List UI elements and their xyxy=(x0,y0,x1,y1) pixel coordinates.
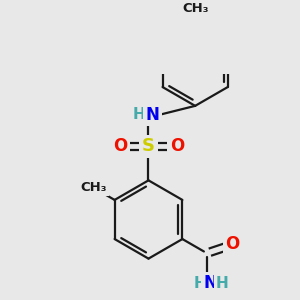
Text: O: O xyxy=(170,137,184,155)
Text: O: O xyxy=(113,137,127,155)
Text: CH₃: CH₃ xyxy=(80,182,107,194)
Text: H: H xyxy=(216,276,229,291)
Text: N: N xyxy=(204,274,218,292)
Text: H: H xyxy=(193,276,206,291)
Text: S: S xyxy=(142,137,155,155)
Text: H: H xyxy=(133,107,146,122)
Text: N: N xyxy=(145,106,159,124)
Text: CH₃: CH₃ xyxy=(182,2,208,14)
Text: O: O xyxy=(226,235,240,253)
